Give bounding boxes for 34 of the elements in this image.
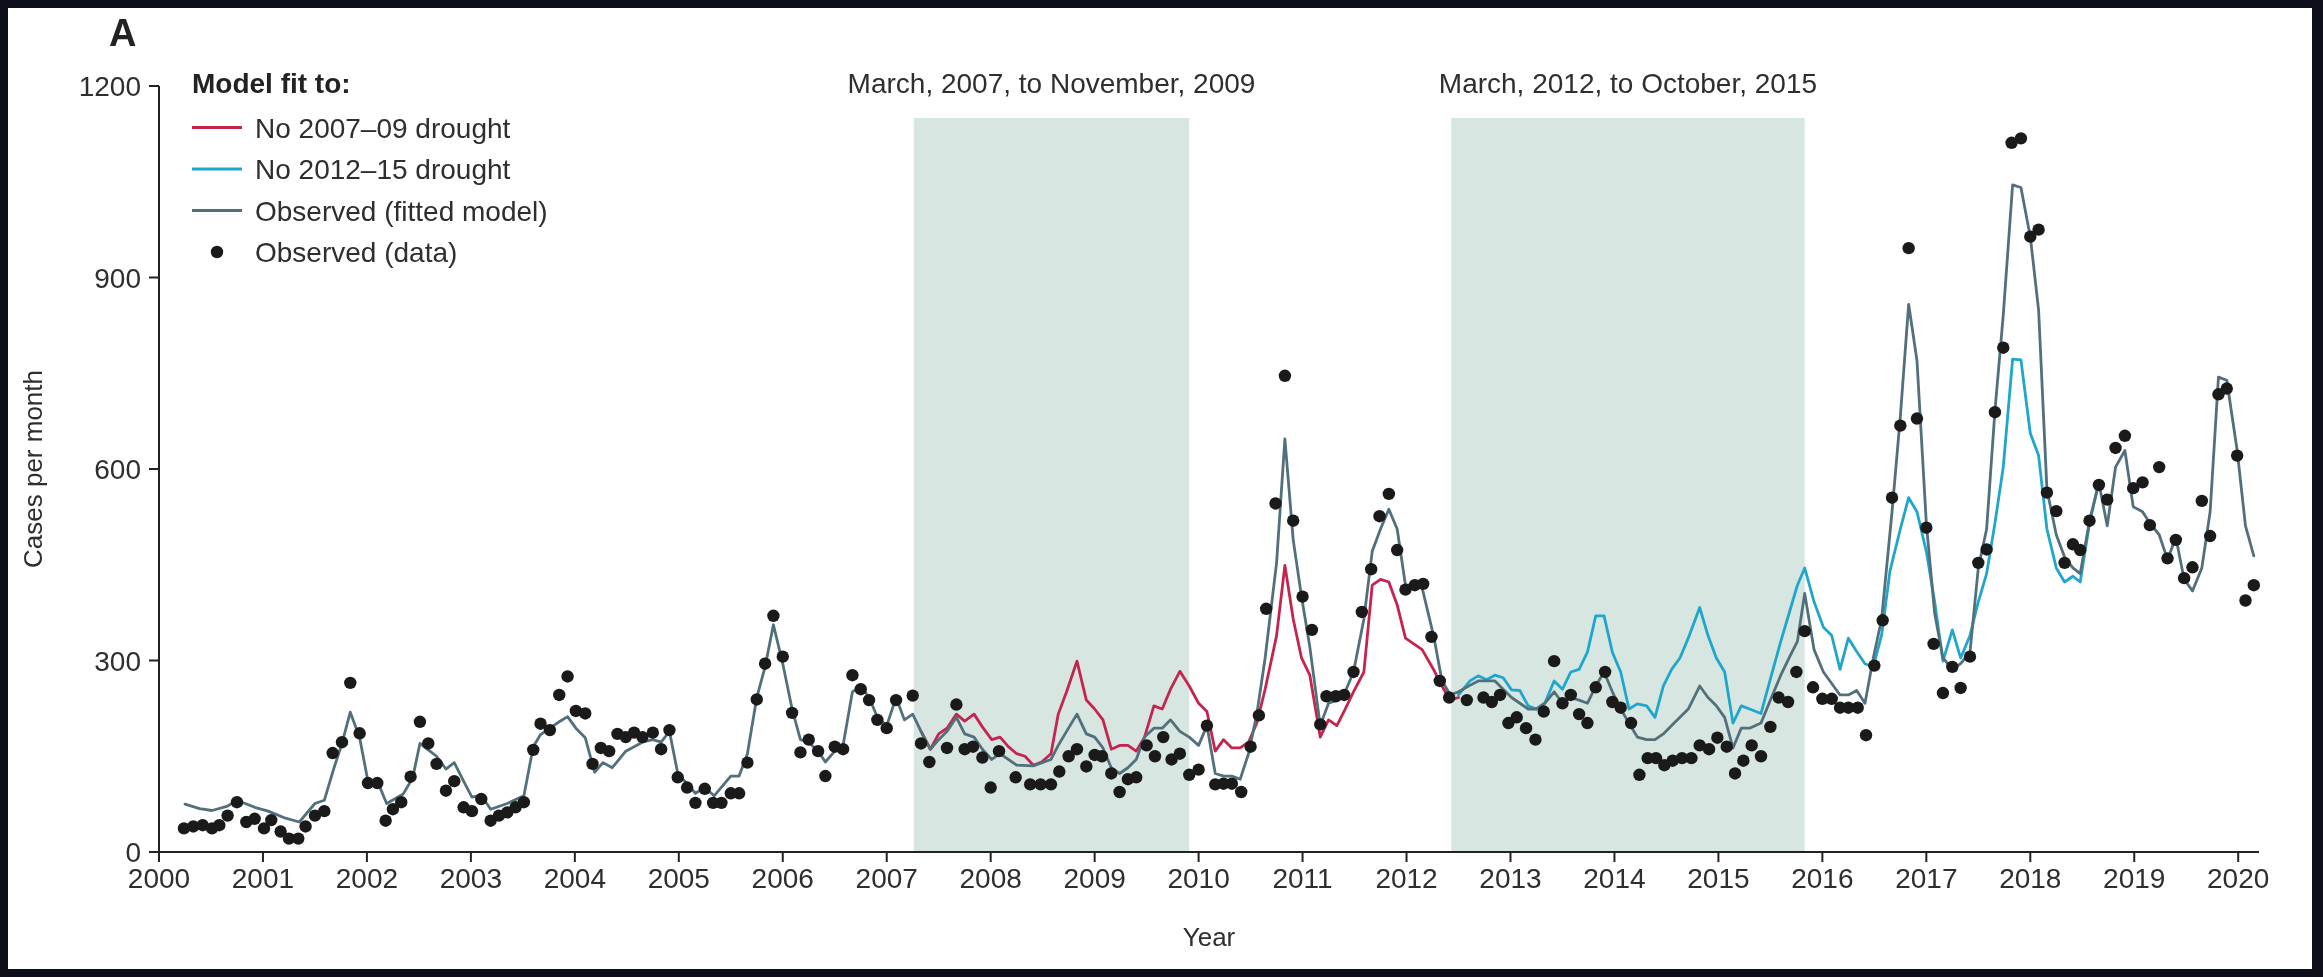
x-tick-label: 2002 [335,863,399,894]
x-tick-label: 2007 [855,863,918,894]
y-axis-title: Cases per month [18,370,48,568]
legend-label: Observed (data) [255,237,458,268]
x-tick-label: 2005 [647,863,710,894]
legend-label: No 2007–09 drought [255,112,511,144]
y-tick-label: 900 [94,262,141,294]
chart-title: A [109,12,137,54]
x-tick-label: 2008 [959,863,1022,894]
legend-title: Model fit to: [192,68,351,99]
x-tick-label: 2018 [1999,863,2062,894]
x-tick-label: 2003 [439,863,503,894]
x-tick-label: 2004 [543,863,606,894]
x-tick-label: 2001 [231,863,295,894]
x-tick-label: 2011 [1272,863,1333,894]
band-label: March, 2007, to November, 2009 [847,68,1256,99]
legend-label: Observed (fitted model) [255,195,548,227]
x-tick-label: 2006 [751,863,814,894]
x-tick-label: 2010 [1167,863,1230,894]
x-tick-label: 2014 [1583,863,1646,894]
x-axis-title: Year [1182,922,1236,952]
x-tick-label: 2012 [1375,863,1438,894]
x-tick-label: 2016 [1791,863,1854,894]
y-tick-label: 1200 [78,71,141,102]
x-tick-label: 2009 [1063,863,1126,894]
y-tick-label: 600 [94,454,141,485]
x-tick-label: 2019 [2103,863,2166,894]
x-tick-label: 2013 [1479,863,1542,894]
x-tick-label: 2015 [1687,863,1750,894]
legend-label: No 2012–15 drought [255,154,511,185]
x-tick-label: 2020 [2207,863,2270,894]
y-tick-label: 300 [94,645,141,677]
band-label: March, 2012, to October, 2015 [1438,68,1818,99]
x-tick-label: 2017 [1895,863,1958,894]
